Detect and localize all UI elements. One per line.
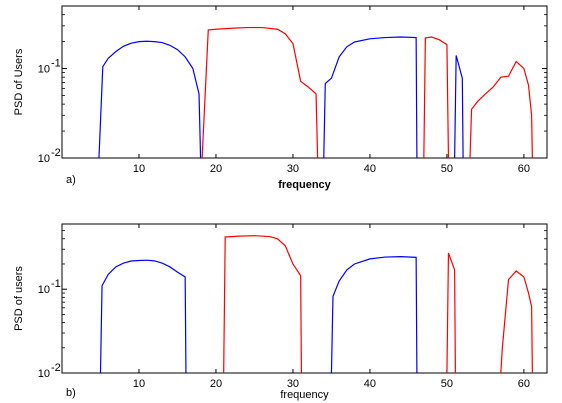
series-line-2 xyxy=(201,26,319,158)
y-axis-label: PSD of Users xyxy=(13,48,25,115)
x-axis-label: frequency xyxy=(278,179,331,191)
series-line-5 xyxy=(500,270,533,373)
series-line-4 xyxy=(423,36,450,158)
series-line-1 xyxy=(99,259,187,373)
x-tick-label: 50 xyxy=(441,163,453,175)
series-line-1 xyxy=(98,40,202,158)
series-line-5 xyxy=(454,55,464,158)
x-tick-label: 60 xyxy=(518,163,530,175)
x-tick-label: 20 xyxy=(210,163,222,175)
series-line-6 xyxy=(469,60,533,158)
plot-frame xyxy=(61,5,548,159)
y-axis-label: PSD of users xyxy=(13,266,25,331)
x-tick-label: 30 xyxy=(287,378,299,390)
x-tick-label: 40 xyxy=(364,378,376,390)
plot-frame xyxy=(61,223,548,374)
x-tick-label: 40 xyxy=(364,163,376,175)
y-tick-exponent: -1 xyxy=(51,278,61,290)
series-line-2 xyxy=(223,235,303,373)
series-line-4 xyxy=(446,252,456,373)
series-line-3 xyxy=(323,36,418,158)
x-axis-label: frequency xyxy=(280,389,329,401)
panel-label: b) xyxy=(66,387,76,399)
x-tick-label: 20 xyxy=(210,378,222,390)
x-tick-label: 10 xyxy=(133,163,145,175)
x-tick-label: 60 xyxy=(518,378,530,390)
y-tick-exponent: -2 xyxy=(51,362,61,374)
series-line-3 xyxy=(330,255,418,373)
x-tick-label: 10 xyxy=(133,378,145,390)
y-tick-label: 10 xyxy=(38,64,50,76)
y-tick-label: 10 xyxy=(38,284,50,296)
panel-label: a) xyxy=(66,174,76,186)
y-tick-exponent: -2 xyxy=(51,147,61,159)
y-tick-label: 10 xyxy=(38,368,50,380)
x-tick-label: 50 xyxy=(441,378,453,390)
y-tick-label: 10 xyxy=(38,153,50,165)
x-tick-label: 30 xyxy=(287,163,299,175)
y-tick-exponent: -1 xyxy=(51,58,61,70)
